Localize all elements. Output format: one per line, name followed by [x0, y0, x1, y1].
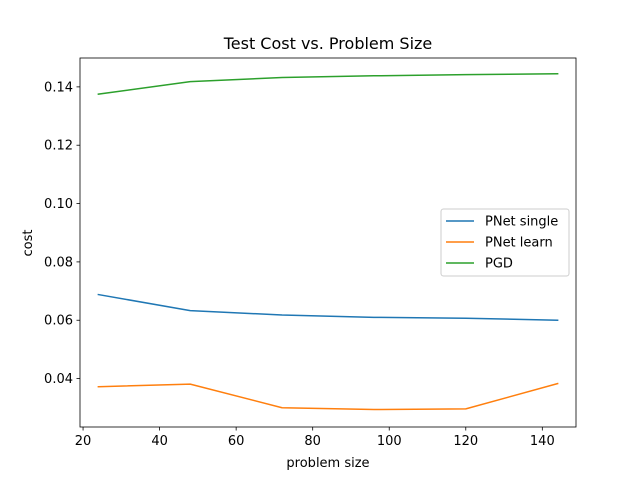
series-line-1 [97, 382, 559, 411]
plot-frame [79, 57, 577, 428]
x-tick-label: 100 [377, 434, 402, 449]
axes-layer: 20 40 60 80 100 120 140 0.04 0.06 0.08 0.10 0.12 0.1… [44, 57, 577, 449]
legend-label-2: PGD [485, 257, 513, 272]
x-tick-label: 60 [228, 434, 245, 449]
series-layer [97, 72, 559, 411]
series-line-0 [97, 293, 559, 322]
y-tick-label: 0.12 [44, 139, 73, 154]
chart-title: Test Cost vs. Problem Size [223, 34, 433, 53]
legend-label-0: PNet single [485, 215, 558, 230]
y-tick-label: 0.14 [44, 80, 73, 95]
legend-label-1: PNet learn [485, 236, 553, 251]
x-tick-label: 20 [75, 434, 92, 449]
y-tick-label: 0.06 [44, 314, 73, 329]
y-tick-label: 0.04 [44, 372, 73, 387]
legend-box [440, 208, 570, 277]
x-tick-label: 40 [151, 434, 168, 449]
x-tick-label: 80 [304, 434, 321, 449]
x-tick-label: 140 [530, 434, 555, 449]
y-axis-title: cost [21, 230, 36, 257]
x-tick-label: 120 [453, 434, 478, 449]
x-axis-title: problem size [286, 456, 369, 471]
legend: PNet single PNet learn PGD [440, 208, 570, 277]
y-tick-label: 0.10 [44, 197, 73, 212]
series-line-2 [97, 72, 559, 96]
y-tick-label: 0.08 [44, 255, 73, 270]
